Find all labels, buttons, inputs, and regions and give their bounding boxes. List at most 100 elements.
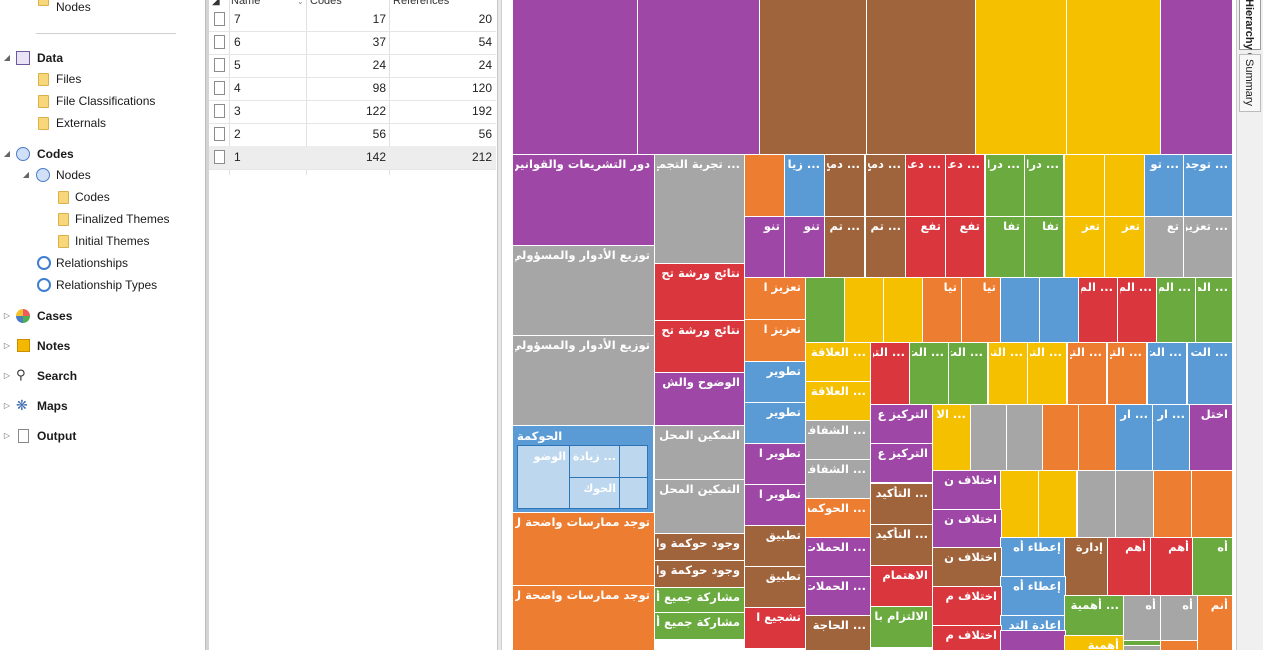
nav-item-initial-themes[interactable]: Initial Themes [0, 232, 200, 250]
treemap-tile[interactable]: ... الم [1195, 277, 1233, 343]
pane-splitter[interactable] [205, 0, 209, 650]
treemap-tile[interactable]: توزيع الأدوار والمسؤولي [512, 335, 655, 427]
treemap-tile[interactable] [1039, 277, 1079, 343]
treemap-tile[interactable] [1038, 470, 1077, 538]
treemap-tile[interactable]: مدى وضوح م [975, 0, 1067, 155]
treemap-tile[interactable]: الالتزام با [870, 606, 933, 648]
treemap-tile[interactable]: أنم [1197, 595, 1233, 650]
treemap-tile[interactable]: اختلاف ن [932, 547, 1002, 587]
treemap-tile[interactable]: إدارة [1064, 537, 1108, 596]
sort-icon[interactable]: ◢ [212, 0, 220, 7]
treemap-tile[interactable]: مشاركة جميع أ [654, 612, 745, 640]
treemap-tile[interactable]: ... الم [1078, 277, 1118, 343]
table-row[interactable]: 6 37 54 [209, 31, 496, 55]
treemap-tile[interactable]: تطوير ا [744, 443, 806, 485]
treemap-tile[interactable]: الممارسات والتعا [759, 0, 867, 155]
nav-item-files[interactable]: Files [0, 70, 200, 88]
treemap-tile[interactable] [844, 277, 884, 343]
treemap-tile[interactable]: تفا [1024, 216, 1064, 278]
nav-item-search[interactable]: ▷ ⚲ Search [0, 367, 200, 385]
treemap-tile[interactable]: التركيز ع [870, 443, 933, 483]
treemap-tile[interactable]: نتائج ورشة تح [654, 263, 745, 321]
treemap-tile-governance[interactable]: الحوكمة الوضو ... زيادة الحوك [512, 425, 654, 513]
nav-item-file-classifications[interactable]: File Classifications [0, 92, 200, 110]
treemap-tile[interactable]: تفع [945, 216, 985, 278]
treemap-tile[interactable]: ... العلاقة [805, 342, 871, 382]
treemap-tile[interactable]: أهم [1107, 537, 1151, 596]
treemap-tile[interactable]: ... تجربة التجمع [654, 154, 745, 264]
treemap-tile[interactable]: توجد ممارسات واضحة ل [512, 512, 655, 586]
treemap-tile[interactable] [1077, 470, 1116, 538]
treemap-subtile[interactable] [619, 477, 648, 509]
treemap-tile[interactable]: ... دعم [905, 154, 946, 217]
expand-arrow-icon[interactable]: ▷ [3, 401, 11, 410]
treemap-tile[interactable]: ... الت [948, 342, 988, 405]
tab-summary[interactable]: Summary [1239, 54, 1261, 112]
treemap-tile[interactable]: إعطاء أه [1000, 576, 1066, 616]
table-row[interactable]: 2 56 56 [209, 123, 496, 147]
treemap-tile[interactable] [1153, 470, 1192, 538]
nav-item-codes[interactable]: ◢ Codes [0, 145, 200, 163]
nav-item-output[interactable]: ▷ Output [0, 427, 200, 445]
column-header-name[interactable]: Name [231, 0, 261, 7]
treemap-tile[interactable]: الاهتمام [870, 565, 933, 607]
treemap-tile[interactable] [1064, 154, 1105, 217]
treemap-tile[interactable] [1042, 404, 1079, 471]
treemap-tile[interactable]: تيا [961, 277, 1001, 343]
treemap-tile[interactable] [1000, 277, 1040, 343]
treemap-tile[interactable]: وضوح الأهداف العا [512, 0, 638, 155]
treemap-tile[interactable]: ... توجد [1183, 154, 1233, 217]
treemap-tile[interactable] [1000, 630, 1066, 650]
expand-arrow-icon[interactable]: ▷ [3, 431, 11, 440]
treemap-tile[interactable]: ... الت [1187, 342, 1233, 405]
treemap-tile[interactable]: إعطاء أه [1000, 537, 1066, 577]
column-header-codes[interactable]: Codes [310, 0, 342, 7]
column-header-references[interactable]: References [393, 0, 450, 7]
treemap-tile[interactable] [1123, 645, 1161, 650]
treemap-tile[interactable] [1000, 470, 1039, 538]
treemap-tile[interactable]: ... تعزيز [1183, 216, 1233, 278]
treemap-subtile[interactable]: الحوك [569, 477, 620, 509]
table-row[interactable]: 7 17 20 [209, 8, 496, 32]
treemap-subtile[interactable]: ... زيادة [569, 445, 620, 478]
treemap-tile[interactable]: ... تو [1144, 154, 1184, 217]
nav-item-externals[interactable]: Externals [0, 114, 200, 132]
treemap-tile[interactable]: توجد ممارسات واضحة ل [512, 585, 655, 650]
collapse-arrow-icon[interactable]: ◢ [22, 170, 30, 179]
table-row[interactable]: 4 98 120 [209, 77, 496, 101]
treemap-tile[interactable]: تطبيق [744, 566, 806, 608]
treemap-subtile[interactable] [619, 445, 648, 478]
treemap-tile[interactable]: تعزيز ا [744, 319, 806, 362]
treemap-tile[interactable]: ... الحملات ا [805, 537, 871, 577]
treemap-tile[interactable]: ... درا [985, 154, 1025, 217]
treemap-tile[interactable]: تع [1144, 216, 1184, 278]
treemap-tile[interactable]: ... التع [1107, 342, 1147, 405]
treemap-tile[interactable] [744, 154, 785, 217]
treemap-tile[interactable]: ... التي [988, 342, 1028, 405]
treemap-tile[interactable]: ... ار [1115, 404, 1153, 471]
treemap-tile[interactable]: تفع [905, 216, 946, 278]
treemap-tile[interactable]: أه [1192, 537, 1233, 596]
treemap-tile[interactable] [1160, 640, 1198, 650]
treemap-tile[interactable] [1191, 470, 1233, 538]
treemap-tile[interactable]: ... التأكيد [870, 483, 933, 525]
treemap-tile[interactable]: اختلاف م [932, 586, 1002, 626]
treemap-tile[interactable]: تعز [1064, 216, 1105, 278]
treemap-tile[interactable]: تنو [744, 216, 785, 278]
treemap-tile[interactable]: تشجيع ا [744, 607, 806, 649]
table-row[interactable]: 5 24 24 [209, 54, 496, 78]
treemap-tile[interactable]: وجود حوكمة وا [654, 533, 745, 561]
nav-item-maps[interactable]: ▷ ❋ Maps [0, 397, 200, 415]
treemap-tile[interactable] [1104, 154, 1145, 217]
nav-item-data[interactable]: ◢ Data [0, 49, 200, 67]
treemap-tile[interactable]: تعزيز ا [744, 277, 806, 320]
treemap-tile[interactable]: اختلاف ن [932, 470, 1002, 510]
treemap-tile[interactable]: ... دمج [824, 154, 865, 217]
treemap-tile[interactable]: وضوح الأهداف العا [637, 0, 760, 155]
nav-item-nodes[interactable]: ◢ Nodes [0, 166, 200, 184]
treemap-tile[interactable]: ... الحاجة [805, 615, 871, 650]
treemap-tile[interactable]: ... الشفافية [805, 420, 871, 460]
treemap-tile[interactable]: اختلاف ن [932, 509, 1002, 549]
treemap-tile[interactable]: أهم [1150, 537, 1194, 596]
treemap-tile[interactable]: اختلاف م [932, 625, 1002, 650]
